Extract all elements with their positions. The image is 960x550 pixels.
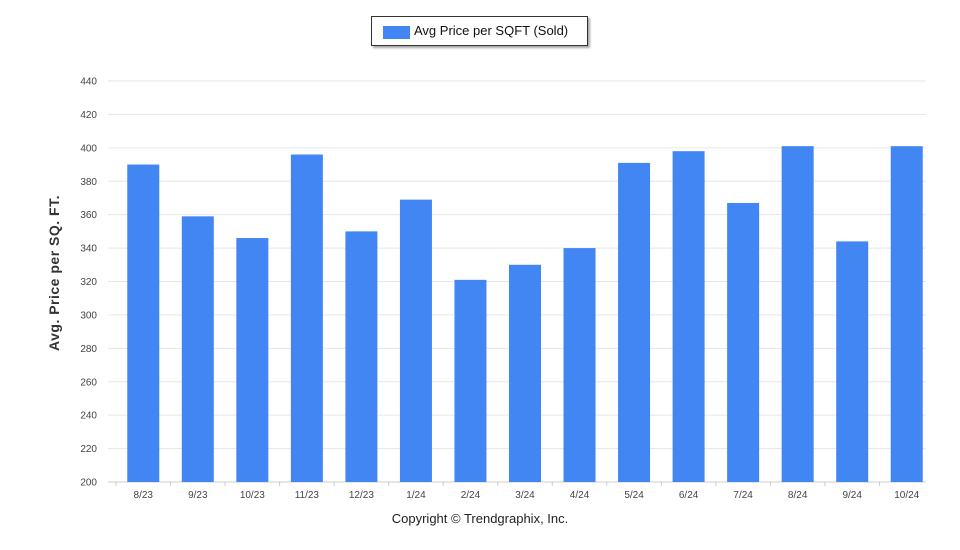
bar xyxy=(781,146,814,482)
x-tick-label: 2/24 xyxy=(461,490,481,501)
x-axis-ticks: 8/23 9/23 10/23 11/23 12/23 1/24 2/24 3/24 4/24 5… xyxy=(115,482,920,501)
bar xyxy=(727,202,760,483)
y-tick-label: 340 xyxy=(80,244,97,255)
y-tick-label: 300 xyxy=(80,310,97,321)
bar xyxy=(890,146,923,482)
x-tick-label: 8/24 xyxy=(788,490,808,501)
x-tick-label: 12/23 xyxy=(349,490,374,501)
x-tick-label: 4/24 xyxy=(570,490,590,501)
x-tick-label: 10/23 xyxy=(240,490,265,501)
bar xyxy=(563,248,596,482)
y-tick-label: 280 xyxy=(80,344,97,355)
x-tick-label: 9/23 xyxy=(188,490,208,501)
legend-swatch xyxy=(383,26,410,39)
x-tick-label: 1/24 xyxy=(406,490,426,501)
y-tick-label: 240 xyxy=(80,411,97,422)
bar xyxy=(509,264,541,482)
bar xyxy=(127,164,160,482)
y-axis-label: Avg. Price per SQ. FT. xyxy=(46,195,62,351)
x-tick-label: 11/23 xyxy=(295,490,320,501)
x-tick-label: 6/24 xyxy=(679,490,699,501)
y-tick-label: 380 xyxy=(80,177,97,188)
bar xyxy=(672,151,705,483)
x-tick-label: 3/24 xyxy=(515,490,535,501)
y-tick-label: 420 xyxy=(80,110,97,121)
chart-legend: Avg Price per SQFT (Sold) xyxy=(371,16,588,46)
legend-label: Avg Price per SQFT (Sold) xyxy=(414,23,569,38)
copyright-text: Copyright © Trendgraphix, Inc. xyxy=(391,511,569,526)
bars xyxy=(127,146,923,483)
y-tick-label: 260 xyxy=(80,377,97,388)
bar xyxy=(454,279,487,482)
bar xyxy=(290,154,323,482)
y-tick-label: 400 xyxy=(80,143,97,154)
bar xyxy=(181,216,214,482)
x-tick-label: 10/24 xyxy=(894,490,919,501)
bar xyxy=(618,162,651,482)
y-axis-ticks: 200 220 240 260 280 300 320 340 360 380 400 420 440 xyxy=(80,77,97,489)
bar xyxy=(236,238,269,482)
y-tick-label: 320 xyxy=(80,277,97,288)
bar xyxy=(345,231,378,482)
bar xyxy=(836,241,869,482)
bar xyxy=(399,199,432,483)
y-tick-label: 440 xyxy=(80,77,97,88)
x-tick-label: 7/24 xyxy=(733,490,753,501)
x-tick-label: 5/24 xyxy=(624,490,644,501)
y-tick-label: 360 xyxy=(80,210,97,221)
y-tick-label: 220 xyxy=(80,444,97,455)
x-tick-label: 8/23 xyxy=(134,490,154,501)
y-tick-label: 200 xyxy=(80,478,97,489)
x-tick-label: 9/24 xyxy=(842,490,862,501)
